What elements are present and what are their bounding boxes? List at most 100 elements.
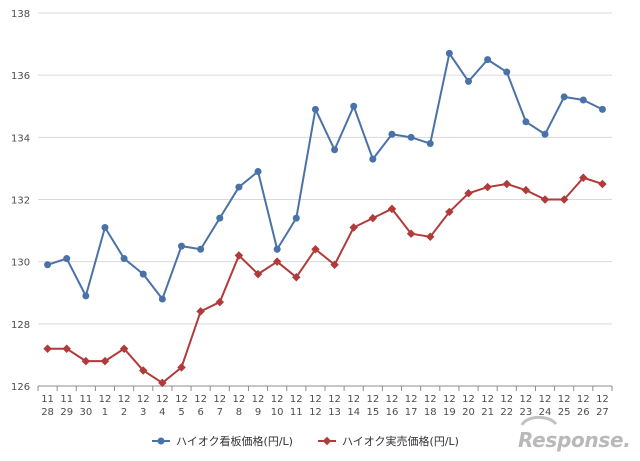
data-point-0-22 [465, 77, 472, 85]
y-tick-label-128: 128 [11, 320, 30, 331]
x-tick-label-day-7: 5 [178, 407, 184, 418]
data-point-1-2 [81, 356, 91, 366]
data-point-0-23 [484, 56, 492, 64]
data-point-1-21 [445, 207, 454, 217]
y-axis-tick-labels: 126 128 130 132 134 136 138 [11, 9, 30, 393]
x-tick-label-month-14: 12 [309, 394, 322, 405]
data-point-1-16 [349, 223, 358, 232]
x-tick-label-day-3: 1 [102, 407, 108, 418]
legend: ハイオク看板価格(円/L) ハイオク実売価格(円/L) [152, 434, 459, 448]
x-tick-label-day-16: 14 [347, 407, 360, 418]
legend-label-jitsubai: ハイオク実売価格(円/L) [342, 434, 459, 448]
x-tick-label-day-17: 15 [366, 407, 379, 418]
data-point-1-20 [425, 232, 435, 242]
data-point-1-18 [387, 204, 397, 214]
data-point-0-26 [541, 130, 549, 138]
x-tick-label-month-29: 12 [596, 394, 609, 405]
data-point-1-26 [540, 195, 550, 204]
x-tick-label-day-22: 20 [462, 407, 475, 418]
data-point-0-27 [560, 93, 568, 101]
data-point-0-18 [388, 130, 396, 138]
x-tick-label-day-1: 29 [60, 407, 73, 418]
x-tick-label-day-25: 23 [520, 407, 533, 418]
x-tick-label-month-4: 12 [118, 394, 131, 405]
x-tick-label-day-19: 17 [405, 407, 418, 418]
y-tick-label-130: 130 [11, 258, 30, 269]
y-tick-label-138: 138 [11, 9, 30, 20]
data-point-0-6 [158, 295, 166, 303]
x-tick-label-month-18: 12 [386, 394, 399, 405]
data-point-1-13 [292, 272, 301, 282]
data-point-0-16 [350, 102, 358, 110]
x-tick-label-month-24: 12 [500, 394, 513, 405]
data-point-0-25 [522, 118, 530, 126]
x-tick-label-day-15: 13 [328, 407, 341, 418]
x-tick-label-month-25: 12 [520, 394, 533, 405]
x-tick-label-day-28: 26 [577, 407, 590, 418]
x-tick-label-month-21: 12 [443, 394, 456, 405]
x-tick-label-day-8: 6 [197, 407, 203, 418]
x-tick-label-month-10: 12 [233, 394, 246, 405]
x-tick-label-month-27: 12 [558, 394, 571, 405]
data-point-0-12 [273, 245, 281, 253]
data-point-1-15 [330, 260, 339, 270]
x-tick-label-month-26: 12 [539, 394, 552, 405]
x-tick-label-month-19: 12 [405, 394, 418, 405]
y-tick-label-126: 126 [11, 382, 30, 393]
data-point-1-25 [521, 185, 531, 195]
series-line-1 [47, 176, 603, 384]
x-tick-label-day-24: 22 [500, 407, 513, 418]
y-tick-label-132: 132 [11, 196, 30, 207]
data-point-0-3 [101, 223, 109, 231]
x-tick-label-month-28: 12 [577, 394, 590, 405]
series-1 [43, 173, 607, 388]
x-tick-label-month-17: 12 [366, 394, 379, 405]
x-tick-label-day-10: 8 [236, 407, 242, 418]
x-tick-label-day-4: 2 [121, 407, 127, 418]
x-tick-label-month-1: 11 [60, 394, 73, 405]
data-point-0-0 [44, 261, 52, 269]
data-point-1-14 [311, 244, 320, 254]
data-point-0-15 [331, 146, 339, 154]
data-point-0-29 [598, 105, 606, 113]
x-tick-label-month-20: 12 [424, 394, 437, 405]
x-tick-label-day-5: 3 [140, 407, 146, 418]
data-point-0-17 [369, 155, 377, 163]
data-point-0-4 [120, 255, 128, 263]
x-tick-label-month-13: 12 [290, 394, 303, 405]
watermark-swoosh [520, 415, 558, 426]
data-point-0-14 [311, 105, 319, 113]
data-point-1-23 [483, 182, 492, 192]
x-tick-label-day-12: 10 [271, 407, 284, 418]
data-point-0-24 [503, 68, 511, 76]
x-tick-label-month-12: 12 [271, 394, 284, 405]
x-tick-label-day-11: 9 [255, 407, 261, 418]
data-point-0-19 [407, 133, 415, 141]
x-tick-label-month-23: 12 [481, 394, 494, 405]
data-point-0-20 [426, 140, 434, 148]
data-point-1-3 [100, 356, 110, 366]
x-tick-label-month-2: 11 [79, 394, 92, 405]
axes [37, 385, 613, 391]
data-point-0-8 [197, 245, 205, 253]
x-tick-label-day-21: 19 [443, 407, 456, 418]
x-tick-label-day-14: 12 [309, 407, 322, 418]
data-point-0-1 [63, 255, 71, 263]
x-tick-label-month-5: 12 [137, 394, 150, 405]
data-point-1-12 [272, 257, 282, 266]
data-point-1-17 [368, 213, 378, 223]
x-tick-label-day-2: 30 [79, 407, 92, 418]
data-point-1-19 [406, 229, 416, 238]
x-axis-tick-labels: 1128112911301211221231241251261271281291… [41, 394, 609, 418]
series-layer [43, 49, 607, 388]
data-point-1-8 [196, 307, 205, 316]
data-point-0-13 [292, 214, 300, 222]
x-tick-label-day-27: 25 [558, 407, 571, 418]
x-tick-label-month-8: 12 [194, 394, 207, 405]
x-tick-label-day-20: 18 [424, 407, 437, 418]
data-point-0-9 [216, 214, 224, 222]
x-tick-label-day-0: 28 [41, 407, 54, 418]
data-point-1-9 [215, 297, 225, 307]
